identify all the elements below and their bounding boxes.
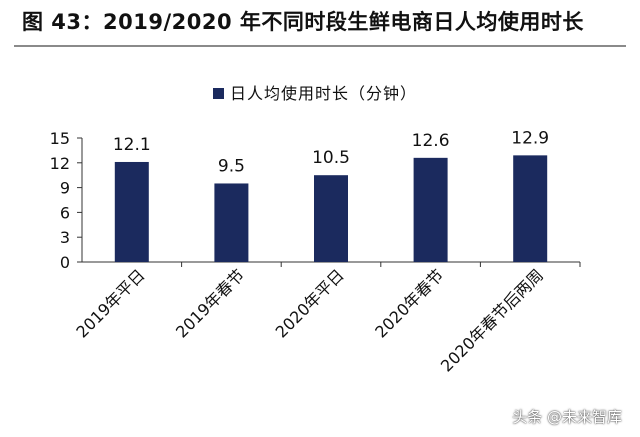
bar <box>114 161 149 262</box>
y-tick-label: 3 <box>60 228 70 247</box>
watermark: 头条 @未来智库 <box>512 408 622 426</box>
x-tick-label: 2020年春节后两周 <box>437 265 547 375</box>
y-tick-label: 9 <box>60 179 70 198</box>
bar <box>314 175 348 262</box>
bar <box>413 157 448 262</box>
legend-label: 日人均使用时长（分钟） <box>230 84 417 103</box>
bar <box>214 183 249 262</box>
legend-swatch <box>213 88 224 99</box>
y-tick-label: 12 <box>50 154 70 173</box>
data-label: 12.9 <box>511 128 549 148</box>
figure-title: 图 43：2019/2020 年不同时段生鲜电商日人均使用时长 <box>22 10 584 34</box>
data-label: 9.5 <box>218 156 245 176</box>
y-tick-label: 15 <box>50 129 70 148</box>
title-divider <box>14 45 626 47</box>
y-tick-label: 6 <box>60 203 70 222</box>
data-label: 10.5 <box>312 148 350 168</box>
x-tick-label: 2020年春节 <box>371 265 447 341</box>
data-label: 12.1 <box>113 135 151 155</box>
x-tick-label: 2020年平日 <box>272 265 348 341</box>
x-tick-label: 2019年平日 <box>72 265 148 341</box>
y-tick-label: 0 <box>60 253 70 272</box>
x-tick-label: 2019年春节 <box>172 265 248 341</box>
bar <box>513 155 548 262</box>
data-label: 12.6 <box>412 131 450 151</box>
